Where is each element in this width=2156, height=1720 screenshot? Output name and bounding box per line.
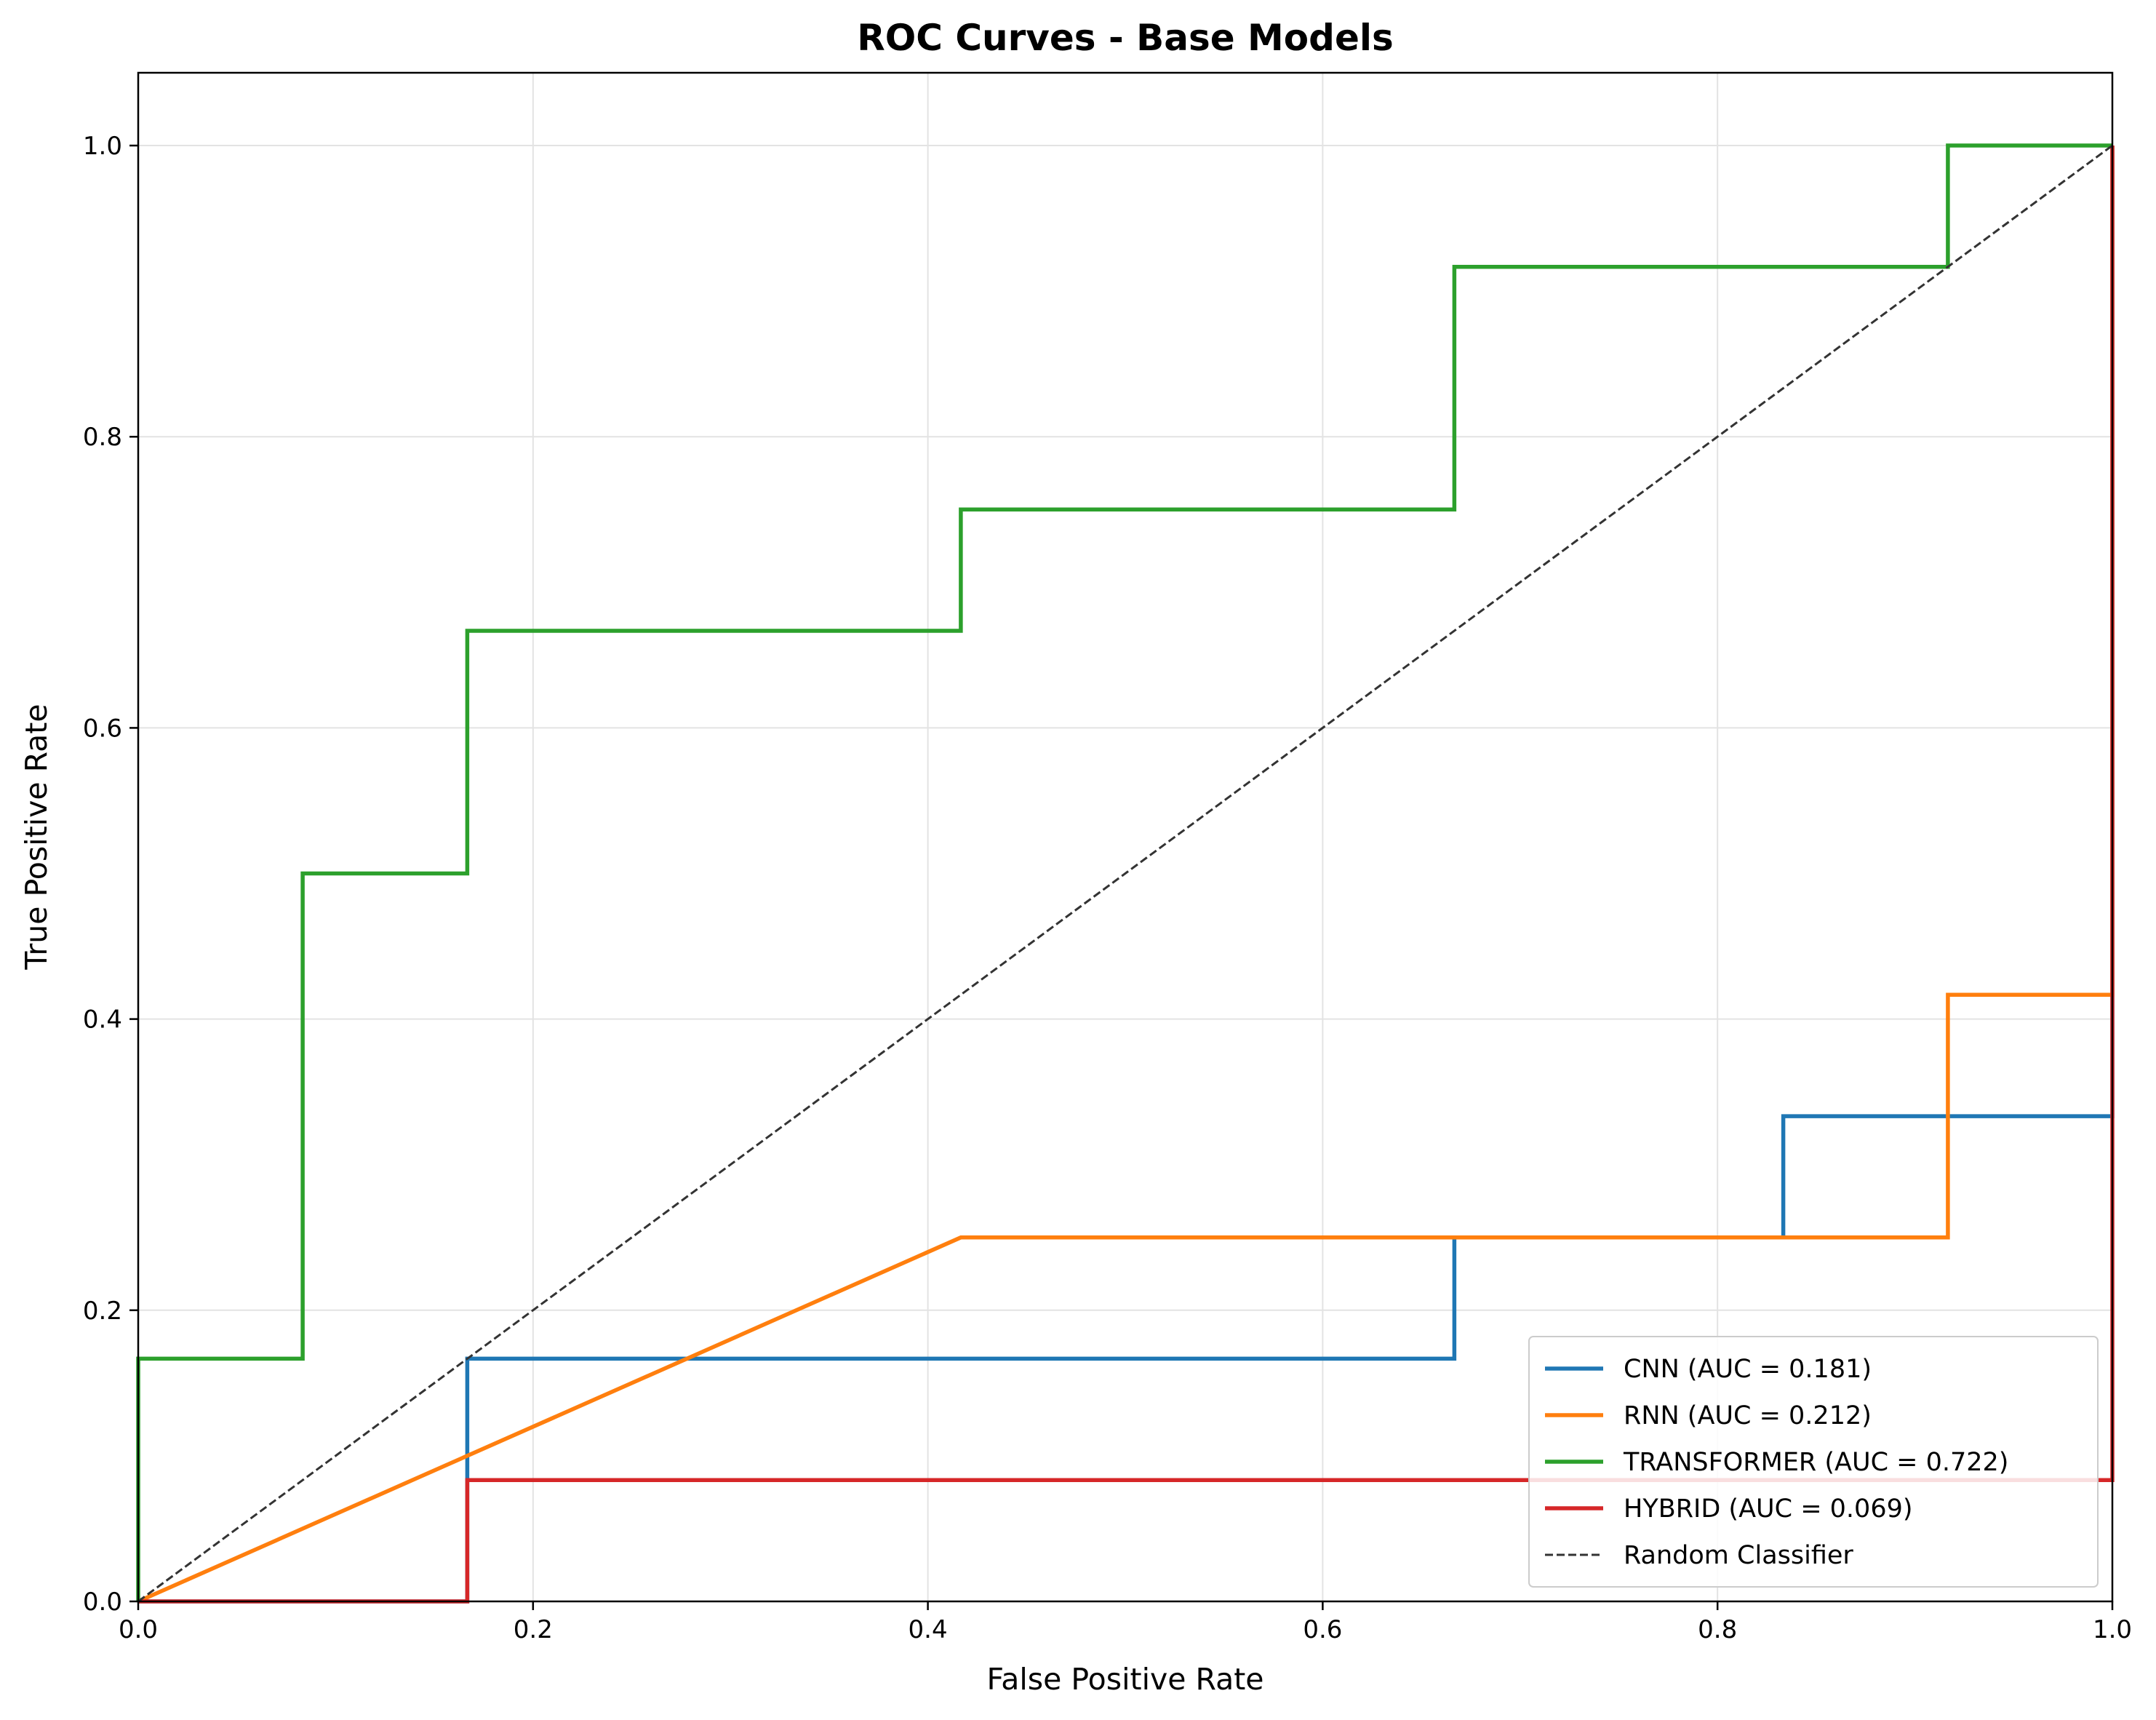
legend-label: RNN (AUC = 0.212) [1624,1401,1872,1430]
x-tick-label: 0.2 [514,1615,553,1644]
x-tick-label: 0.0 [119,1615,158,1644]
axis-ticks: 0.0 0.2 0.4 0.6 0.8 1.0 0.0 0.2 0.4 0.6 0.8 1.0 [83,132,2132,1644]
grid [137,73,2113,1602]
x-axis-label: False Positive Rate [986,1662,1263,1697]
legend-label: TRANSFORMER (AUC = 0.722) [1623,1448,2008,1477]
x-tick-label: 1.0 [2093,1615,2132,1644]
y-tick-label: 0.4 [83,1006,122,1035]
x-tick-label: 0.4 [909,1615,948,1644]
x-tick-label: 0.6 [1303,1615,1342,1644]
y-tick-label: 0.6 [83,714,122,743]
legend-label: CNN (AUC = 0.181) [1624,1355,1872,1384]
x-tick-label: 0.8 [1698,1615,1737,1644]
y-tick-label: 0.0 [83,1588,122,1617]
y-tick-label: 1.0 [83,132,122,161]
legend-box [1528,1336,2099,1588]
series-line-4 [137,144,2113,1603]
y-tick-label: 0.2 [83,1297,122,1326]
chart-title: ROC Curves - Base Models [857,17,1394,59]
legend: CNN (AUC = 0.181) RNN (AUC = 0.212) TRANSF… [1528,1336,2099,1588]
legend-label: Random Classifier [1624,1541,1853,1570]
y-axis-label: True Positive Rate [19,704,54,970]
legend-label: HYBRID (AUC = 0.069) [1624,1494,1913,1524]
plot-frame [137,71,2114,1603]
y-tick-label: 0.8 [83,423,122,452]
